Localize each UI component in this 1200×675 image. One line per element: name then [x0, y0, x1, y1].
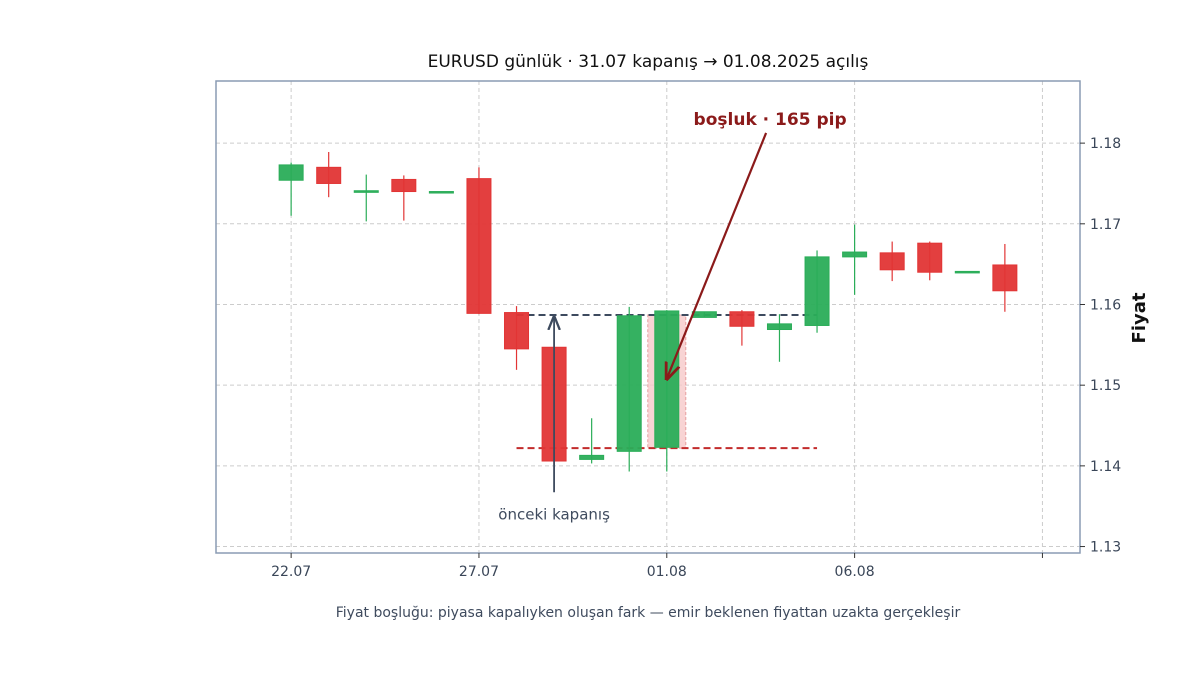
x-axis: 22.07 27.07 01.08 06.08: [271, 553, 1043, 580]
candle: [579, 418, 605, 464]
candle-body: [766, 323, 792, 331]
candle: [466, 167, 492, 315]
y-axis-label: Fiyat: [1129, 292, 1150, 343]
y-tick-label: 1.18: [1090, 136, 1121, 152]
grid: [216, 81, 1080, 553]
candle-body: [917, 242, 943, 273]
candle: [917, 241, 943, 281]
x-tick-label: 01.08: [647, 564, 687, 580]
candle-body: [579, 454, 605, 460]
x-tick-label: 27.07: [459, 564, 499, 580]
candle-body: [466, 178, 492, 314]
y-tick-label: 1.13: [1090, 540, 1121, 556]
candle: [766, 314, 792, 362]
candle: [278, 162, 304, 216]
candle-body: [691, 311, 717, 318]
candle-body: [278, 164, 304, 181]
candle-body: [842, 251, 868, 258]
annotations: boşluk · 165 pip önceki kapanış: [498, 110, 846, 523]
candle-body: [729, 311, 755, 327]
candle-body: [504, 312, 530, 350]
y-axis: 1.13 1.14 1.15 1.16 1.17 1.18: [1080, 136, 1121, 556]
candle: [992, 243, 1018, 312]
candle: [879, 241, 905, 282]
candle: [654, 310, 680, 472]
gap-arrow: [667, 132, 768, 379]
candle-body: [316, 166, 342, 184]
candle-body: [353, 190, 379, 193]
candle: [842, 224, 868, 295]
chart-caption: Fiyat boşluğu: piyasa kapalıyken oluşan …: [336, 605, 961, 621]
candle-body: [391, 178, 417, 193]
candle-body: [992, 264, 1018, 292]
x-tick-label: 06.08: [835, 564, 875, 580]
candle: [691, 311, 717, 318]
candle: [729, 310, 755, 346]
prev-close-annotation: önceki kapanış: [498, 505, 610, 523]
candle: [316, 152, 342, 198]
y-tick-label: 1.15: [1090, 378, 1121, 394]
chart-title: EURUSD günlük · 31.07 kapanış → 01.08.20…: [428, 52, 869, 72]
candle: [391, 175, 417, 221]
candle-body: [879, 252, 905, 271]
y-tick-label: 1.14: [1090, 459, 1121, 475]
gap-level-lines: [516, 313, 818, 450]
candle-body: [804, 256, 830, 326]
gap-annotation: boşluk · 165 pip: [694, 110, 847, 130]
x-tick-label: 22.07: [271, 564, 311, 580]
y-tick-label: 1.16: [1090, 297, 1121, 313]
candle: [353, 174, 379, 222]
candle-body: [954, 270, 980, 274]
plot-frame: [215, 80, 1081, 554]
candle-body: [428, 191, 454, 194]
candle: [504, 306, 530, 370]
candle-body: [616, 315, 642, 452]
y-tick-label: 1.17: [1090, 217, 1121, 233]
candle-body: [654, 310, 680, 448]
candle: [616, 306, 642, 472]
candle: [954, 270, 980, 274]
candle: [804, 250, 830, 333]
candle: [428, 191, 454, 194]
